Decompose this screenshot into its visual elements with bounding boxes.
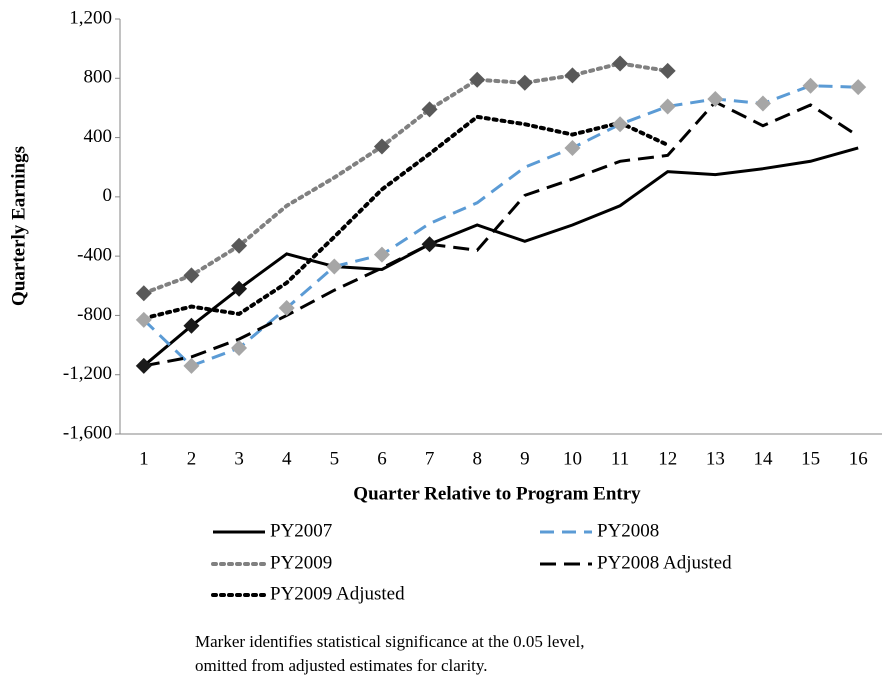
significance-marker bbox=[373, 246, 390, 263]
x-tick-label: 9 bbox=[520, 448, 530, 469]
x-tick-label: 2 bbox=[187, 448, 197, 469]
y-tick-label: 800 bbox=[84, 67, 113, 88]
significance-marker bbox=[135, 285, 152, 302]
y-tick-label: -400 bbox=[77, 245, 112, 266]
significance-marker bbox=[231, 237, 248, 254]
legend-label: PY2008 bbox=[597, 520, 659, 541]
x-tick-label: 11 bbox=[611, 448, 629, 469]
y-tick-label: -1,600 bbox=[63, 422, 112, 443]
significance-marker bbox=[612, 55, 629, 72]
x-tick-label: 4 bbox=[282, 448, 292, 469]
y-tick-label: -800 bbox=[77, 304, 112, 325]
legend-label: PY2009 bbox=[270, 552, 332, 573]
significance-marker bbox=[850, 79, 867, 96]
series-line bbox=[141, 114, 670, 321]
x-tick-label: 8 bbox=[472, 448, 482, 469]
significance-marker bbox=[231, 280, 248, 297]
legend-label: PY2008 Adjusted bbox=[597, 552, 732, 573]
significance-marker bbox=[707, 91, 724, 108]
significance-marker bbox=[516, 74, 533, 91]
series-line bbox=[141, 61, 670, 296]
x-tick-label: 15 bbox=[801, 448, 820, 469]
series-line bbox=[142, 146, 859, 367]
significance-marker bbox=[564, 67, 581, 84]
x-tick-label: 13 bbox=[706, 448, 725, 469]
y-tick-label: 1,200 bbox=[69, 7, 112, 28]
y-tick-label: 0 bbox=[103, 185, 113, 206]
x-tick-label: 12 bbox=[658, 448, 677, 469]
significance-marker bbox=[754, 95, 771, 112]
significance-marker bbox=[373, 138, 390, 155]
y-tick-label: -1,200 bbox=[63, 363, 112, 384]
significance-marker bbox=[135, 311, 152, 328]
y-tick-label: 400 bbox=[84, 126, 113, 147]
significance-marker bbox=[135, 357, 152, 374]
x-tick-label: 16 bbox=[849, 448, 868, 469]
x-axis-label: Quarter Relative to Program Entry bbox=[353, 483, 641, 504]
significance-marker bbox=[183, 267, 200, 284]
x-tick-label: 5 bbox=[330, 448, 340, 469]
series-line bbox=[142, 84, 859, 368]
significance-marker bbox=[659, 62, 676, 79]
significance-marker bbox=[469, 71, 486, 88]
note: omitted from adjusted estimates for clar… bbox=[195, 656, 488, 675]
significance-marker bbox=[612, 116, 629, 133]
series-line bbox=[143, 100, 860, 368]
significance-marker bbox=[421, 236, 438, 253]
significance-marker bbox=[183, 357, 200, 374]
legend-label: PY2009 Adjusted bbox=[270, 583, 405, 604]
significance-marker bbox=[421, 101, 438, 118]
significance-marker bbox=[802, 77, 819, 94]
significance-marker bbox=[564, 139, 581, 156]
x-tick-label: 14 bbox=[753, 448, 773, 469]
note: Marker identifies statistical significan… bbox=[195, 632, 584, 651]
significance-marker bbox=[231, 340, 248, 357]
x-tick-label: 6 bbox=[377, 448, 387, 469]
legend-label: PY2007 bbox=[270, 520, 332, 541]
significance-marker bbox=[659, 98, 676, 115]
significance-marker bbox=[278, 300, 295, 317]
significance-marker bbox=[183, 317, 200, 334]
x-tick-label: 3 bbox=[234, 448, 244, 469]
x-tick-label: 7 bbox=[425, 448, 435, 469]
x-tick-label: 10 bbox=[563, 448, 582, 469]
y-axis-label: Quarterly Earnings bbox=[8, 146, 29, 306]
significance-marker bbox=[326, 258, 343, 275]
x-tick-label: 1 bbox=[139, 448, 149, 469]
